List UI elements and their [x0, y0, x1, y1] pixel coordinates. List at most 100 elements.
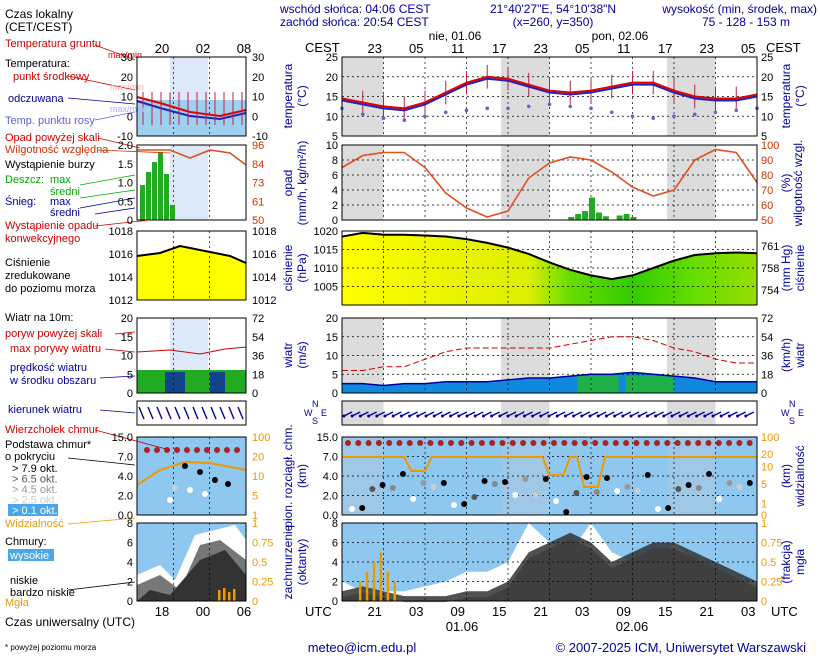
legend-rain: Deszcz: — [5, 174, 44, 186]
wind-arrow-head — [506, 414, 510, 418]
legend-high-highlight — [8, 549, 54, 561]
dewpoint-point — [423, 114, 427, 119]
top-hour-label: 23 — [534, 41, 548, 56]
wind-arrow-head — [711, 414, 715, 418]
cloud-top-dot — [509, 440, 516, 446]
axis-tick-label: 4.0 — [118, 471, 133, 483]
cloud-top-dot — [355, 440, 362, 446]
wind-arrow-head — [367, 414, 371, 418]
legend-cloud-base-dot — [197, 469, 203, 475]
cloud-top-dot — [540, 440, 547, 446]
footer-email: meteo@icm.edu.pl — [308, 640, 417, 655]
temp-axis-unit: (°C) — [295, 85, 309, 106]
fog-bar — [372, 562, 376, 601]
axis-tick-label: 70 — [761, 185, 773, 197]
cloud-panel-frame — [341, 436, 758, 516]
dewpoint-point — [464, 108, 469, 113]
cloud-top-dot — [520, 440, 527, 446]
legend-ground-temp: Temperatura gruntu — [5, 38, 101, 50]
axis-tick-label: 0.25 — [252, 577, 273, 589]
cloud-top-dot — [602, 440, 609, 446]
temp-axis-title-right: temperatura — [779, 63, 793, 128]
legend-cloud-top-dot — [214, 447, 220, 453]
axis-tick-label: 10 — [326, 111, 338, 123]
legend-connector — [94, 207, 136, 215]
bottom-day2-label: 02.06 — [616, 619, 649, 634]
axis-tick-label: 0.0 — [323, 510, 338, 522]
axis-tick-label: 20 — [326, 313, 338, 325]
sunset-text: zachód słońca: 20:54 CEST — [280, 15, 429, 29]
legend-wind-arrow — [192, 406, 199, 420]
legend-connector — [99, 409, 136, 414]
axis-tick-label: 10 — [121, 92, 133, 104]
axis-tick-label: 5 — [127, 369, 133, 381]
cloud-top-dot — [695, 440, 702, 446]
cloud-top-dot — [726, 440, 733, 446]
legend-connector — [67, 517, 136, 525]
dewpoint-point — [672, 114, 676, 119]
axis-tick-label: 1 — [252, 510, 258, 522]
compass-letter: S — [789, 416, 795, 426]
legend-precip-panel-frame — [136, 144, 247, 221]
cloud-top-dot — [478, 440, 485, 446]
cest-label-right: CEST — [766, 40, 801, 55]
axis-tick-label: 10 — [252, 92, 264, 104]
cloud-base-dot — [410, 496, 417, 502]
night-band — [501, 57, 550, 136]
dewpoint-point — [713, 110, 718, 115]
gust-line — [342, 336, 757, 371]
wind-arrow-head — [588, 414, 592, 418]
legend-rain-bar — [152, 162, 157, 220]
cloud-top-dot — [612, 440, 619, 446]
cloud-top-dot — [571, 440, 578, 446]
cloud-base-dot — [400, 471, 406, 477]
dewpoint-point — [630, 114, 635, 119]
rain-bar — [582, 211, 589, 220]
wind-arrow-head — [563, 414, 567, 418]
cloud-top-dot — [427, 440, 434, 446]
temp-line — [341, 75, 758, 110]
cloud-base-dot — [706, 471, 712, 477]
wind-arrow-head — [572, 414, 576, 418]
axis-tick-label: 15.0 — [317, 432, 338, 444]
axis-tick-label: 54 — [761, 332, 773, 344]
axis-tick-label: 0 — [332, 215, 338, 227]
wind-arrow-head — [408, 414, 412, 418]
axis-tick-label: 72 — [252, 313, 264, 325]
legend-low: niskie — [10, 575, 38, 587]
cloud-top-dot — [396, 440, 403, 446]
axis-tick-label: 61 — [252, 196, 264, 208]
rain-bar — [575, 214, 582, 220]
axis-tick-label: 10 — [326, 140, 338, 152]
wind-arrow-head — [449, 414, 453, 418]
axis-tick-label: 18 — [761, 369, 773, 381]
night-band — [667, 401, 716, 425]
wind-arrow-head — [629, 414, 633, 418]
bottom-hour-label: 21 — [368, 604, 382, 619]
bottom-hour-label: 15 — [492, 604, 506, 619]
axis-tick-label: -10 — [252, 131, 268, 143]
legend-snow: Śnieg: — [5, 195, 36, 208]
legend-cloud-top-dot — [194, 447, 200, 453]
legend-humidity: Wilgotność względna — [5, 144, 109, 156]
dewpoint-point — [651, 116, 656, 121]
legend-connector — [79, 189, 136, 199]
legend-gust-max: max porywy wiatru — [10, 343, 101, 355]
dewpoint-point — [485, 106, 490, 111]
legend-okt-item: > 0.1 okt. — [12, 505, 58, 517]
cloud-top-dot — [654, 440, 660, 446]
legend-temp: Temperatura: — [5, 58, 70, 70]
axis-tick-label: 15.0 — [112, 432, 133, 444]
cloud-base-dot — [614, 488, 621, 494]
wind-arrow-head — [490, 414, 494, 418]
bottom-hour-label: 21 — [700, 604, 714, 619]
bottom-hour-label: 21 — [534, 604, 548, 619]
axis-tick-label: 6 — [332, 538, 338, 550]
wind-arrow-head — [391, 414, 395, 418]
cloud-top-dot — [458, 440, 465, 446]
legend-wind-arrow — [183, 406, 190, 420]
cloud-base-dot — [451, 502, 457, 508]
axis-tick-label: 100 — [761, 140, 779, 152]
wind-arrow-head — [522, 414, 526, 418]
legend-cloud-top-dot — [204, 447, 210, 453]
